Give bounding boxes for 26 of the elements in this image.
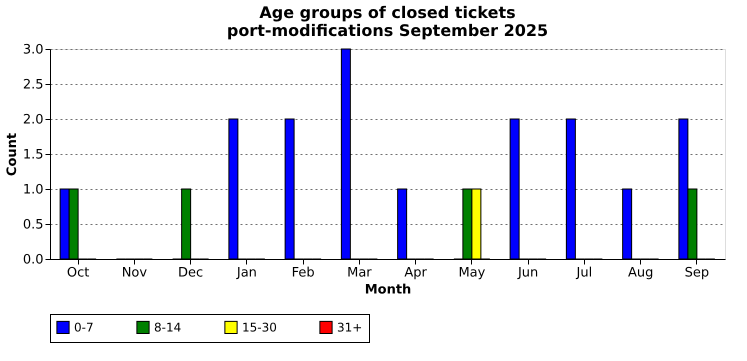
x-tick-label: Aug xyxy=(628,266,654,280)
legend-label: 15-30 xyxy=(242,320,277,334)
x-tick-label: Dec xyxy=(178,266,204,280)
y-tick-label: 1.5 xyxy=(22,148,44,162)
legend-label: 8-14 xyxy=(154,320,182,334)
x-tick-label: Jul xyxy=(576,266,592,280)
y-tick-label: 3.0 xyxy=(22,42,44,58)
y-tick-label: 0.5 xyxy=(22,218,44,232)
y-tick-label: 2.0 xyxy=(22,112,44,128)
x-tick-label: Oct xyxy=(66,266,90,280)
y-tick-label: 2.5 xyxy=(22,78,44,92)
x-tick-label: Sep xyxy=(684,266,710,280)
y-tick-label: 0.0 xyxy=(22,252,44,268)
x-tick-label: Jan xyxy=(236,266,257,280)
x-tick-label: Apr xyxy=(404,266,428,280)
y-axis-title: Count xyxy=(4,132,20,176)
x-tick-label: Nov xyxy=(122,266,148,280)
legend-label: 31+ xyxy=(337,320,362,334)
x-axis-title: Month xyxy=(364,282,412,298)
legend-label: 0-7 xyxy=(74,320,94,334)
chart-title: Age groups of closed tickets port-modifications September 2025 xyxy=(226,3,548,40)
x-tick-label: Mar xyxy=(347,266,372,280)
x-tick-label: May xyxy=(458,266,486,280)
x-tick-label: Feb xyxy=(292,266,315,280)
y-tick-label: 1.0 xyxy=(22,182,44,198)
x-tick-label: Jun xyxy=(516,266,538,280)
